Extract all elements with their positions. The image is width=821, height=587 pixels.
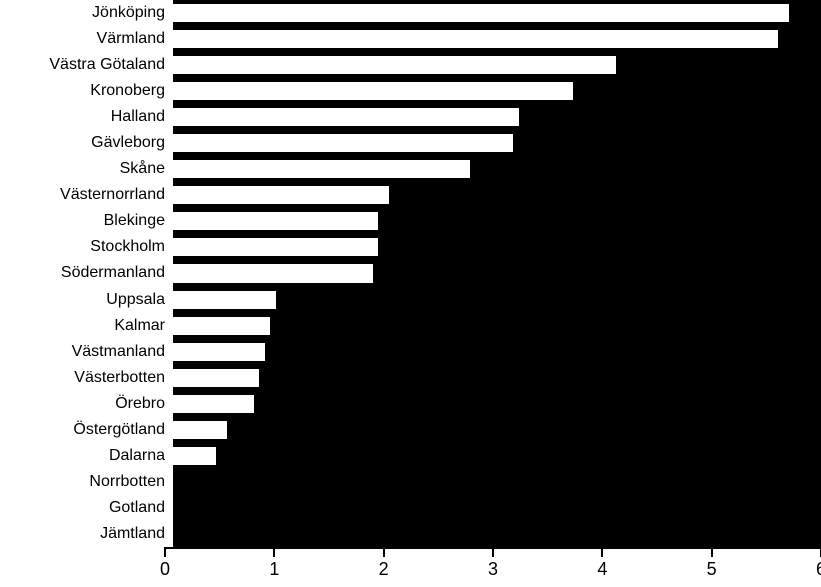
bar bbox=[173, 108, 519, 126]
bar-track bbox=[173, 26, 821, 52]
chart-row: Värmland bbox=[0, 26, 821, 52]
bar-track bbox=[173, 78, 821, 104]
chart-row: Gotland bbox=[0, 495, 821, 521]
x-tick-mark bbox=[273, 547, 275, 557]
bar-track bbox=[173, 234, 821, 260]
chart-row: Västerbotten bbox=[0, 365, 821, 391]
chart-row: Blekinge bbox=[0, 208, 821, 234]
chart-row: Örebro bbox=[0, 391, 821, 417]
chart-row: Norrbotten bbox=[0, 469, 821, 495]
y-axis-label: Blekinge bbox=[0, 208, 173, 234]
chart-row: Östergötland bbox=[0, 417, 821, 443]
y-axis-label: Kalmar bbox=[0, 313, 173, 339]
y-axis-label: Stockholm bbox=[0, 234, 173, 260]
x-tick-label: 4 bbox=[597, 559, 607, 580]
y-axis-label: Halland bbox=[0, 104, 173, 130]
bar bbox=[173, 369, 259, 387]
chart-row: Dalarna bbox=[0, 443, 821, 469]
x-tick-mark bbox=[492, 547, 494, 557]
x-tick-label: 6 bbox=[816, 559, 821, 580]
x-tick-mark bbox=[601, 547, 603, 557]
bar bbox=[173, 30, 778, 48]
x-tick-mark bbox=[711, 547, 713, 557]
y-axis-label: Jämtland bbox=[0, 521, 173, 547]
chart-plot-area: JönköpingVärmlandVästra GötalandKronober… bbox=[0, 0, 821, 547]
bar-track bbox=[173, 0, 821, 26]
y-axis-label: Norrbotten bbox=[0, 469, 173, 495]
y-axis-label: Västmanland bbox=[0, 339, 173, 365]
x-tick-label: 2 bbox=[379, 559, 389, 580]
bar bbox=[173, 395, 254, 413]
chart-row: Skåne bbox=[0, 156, 821, 182]
bar-track bbox=[173, 287, 821, 313]
bar-track bbox=[173, 391, 821, 417]
bar bbox=[173, 82, 573, 100]
x-tick-mark bbox=[164, 547, 166, 557]
y-axis-label: Jönköping bbox=[0, 0, 173, 26]
bar bbox=[173, 4, 789, 22]
y-axis-label: Örebro bbox=[0, 391, 173, 417]
y-axis-label: Värmland bbox=[0, 26, 173, 52]
chart-row: Södermanland bbox=[0, 260, 821, 286]
y-axis-label: Västra Götaland bbox=[0, 52, 173, 78]
chart-row: Västmanland bbox=[0, 339, 821, 365]
chart-row: Västra Götaland bbox=[0, 52, 821, 78]
bar bbox=[173, 238, 378, 256]
chart-row: Västernorrland bbox=[0, 182, 821, 208]
chart-row: Kronoberg bbox=[0, 78, 821, 104]
bar bbox=[173, 447, 216, 465]
chart-row: Kalmar bbox=[0, 313, 821, 339]
y-axis-label: Västerbotten bbox=[0, 365, 173, 391]
y-axis-label: Västernorrland bbox=[0, 182, 173, 208]
chart-row: Halland bbox=[0, 104, 821, 130]
bar-track bbox=[173, 339, 821, 365]
y-axis-label: Uppsala bbox=[0, 287, 173, 313]
horizontal-bar-chart: JönköpingVärmlandVästra GötalandKronober… bbox=[0, 0, 821, 587]
bar-track bbox=[173, 417, 821, 443]
x-axis: 0 1 2 3 4 5 6 bbox=[0, 547, 821, 587]
bar bbox=[173, 160, 470, 178]
bar-track bbox=[173, 495, 821, 521]
y-axis-label: Gävleborg bbox=[0, 130, 173, 156]
bar-track bbox=[173, 104, 821, 130]
bar-track bbox=[173, 130, 821, 156]
bar-track bbox=[173, 313, 821, 339]
y-axis-label: Östergötland bbox=[0, 417, 173, 443]
bar bbox=[173, 212, 378, 230]
bar bbox=[173, 421, 227, 439]
bar bbox=[173, 264, 373, 282]
chart-row: Jönköping bbox=[0, 0, 821, 26]
y-axis-label: Dalarna bbox=[0, 443, 173, 469]
x-tick-label: 0 bbox=[160, 559, 170, 580]
bar-track bbox=[173, 365, 821, 391]
bar bbox=[173, 317, 270, 335]
bar bbox=[173, 343, 265, 361]
x-tick-label: 5 bbox=[707, 559, 717, 580]
bar bbox=[173, 56, 616, 74]
chart-row: Stockholm bbox=[0, 234, 821, 260]
bar-track bbox=[173, 443, 821, 469]
bar bbox=[173, 291, 276, 309]
chart-row: Jämtland bbox=[0, 521, 821, 547]
y-axis-label: Södermanland bbox=[0, 260, 173, 286]
chart-row: Gävleborg bbox=[0, 130, 821, 156]
chart-row: Uppsala bbox=[0, 287, 821, 313]
y-axis-label: Kronoberg bbox=[0, 78, 173, 104]
x-tick-label: 1 bbox=[269, 559, 279, 580]
y-axis-label: Skåne bbox=[0, 156, 173, 182]
bar-track bbox=[173, 208, 821, 234]
x-tick-label: 3 bbox=[488, 559, 498, 580]
bar bbox=[173, 186, 389, 204]
bar-track bbox=[173, 260, 821, 286]
bar-track bbox=[173, 156, 821, 182]
y-axis-label: Gotland bbox=[0, 495, 173, 521]
bar bbox=[173, 134, 513, 152]
bar-track bbox=[173, 182, 821, 208]
bar-track bbox=[173, 521, 821, 547]
x-tick-mark bbox=[383, 547, 385, 557]
bar-track bbox=[173, 52, 821, 78]
bar-track bbox=[173, 469, 821, 495]
